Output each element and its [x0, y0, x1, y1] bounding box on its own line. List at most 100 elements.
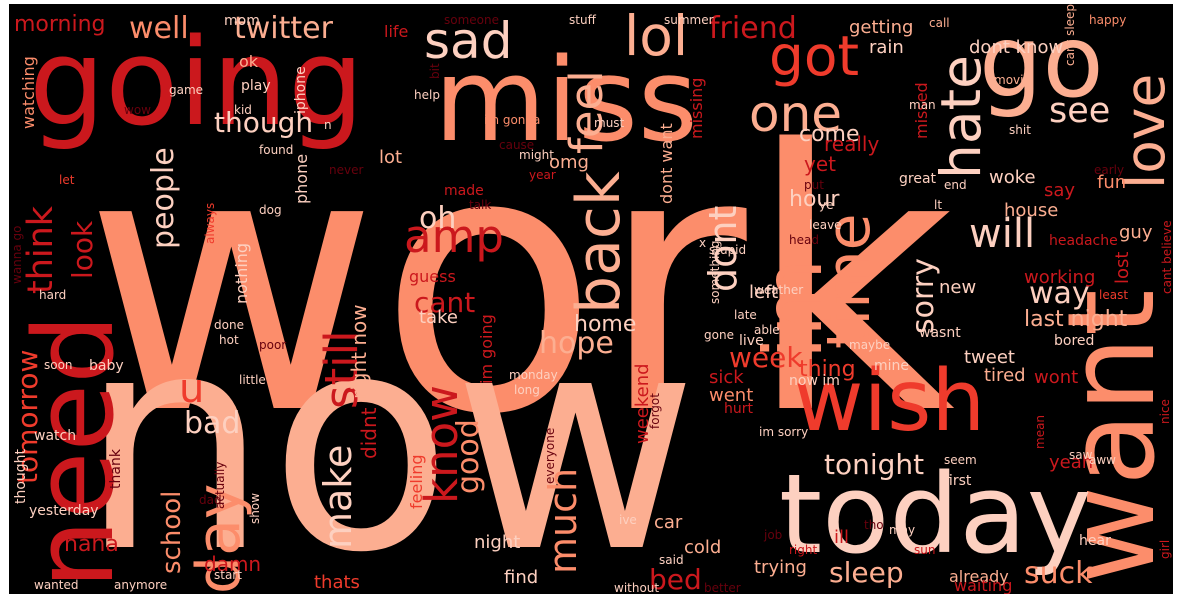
cloud-word-dog: dog [259, 203, 282, 217]
cloud-word-make: make [316, 444, 360, 549]
cloud-word-see: see [1049, 91, 1111, 131]
cloud-word-found: found [259, 143, 294, 157]
cloud-word-will: will [969, 211, 1036, 257]
cloud-word-least: least [1099, 288, 1129, 302]
cloud-word-ye: ye [819, 198, 834, 212]
cloud-word-cold: cold [684, 537, 722, 558]
cloud-word-guess: guess [409, 267, 456, 286]
cloud-word-sun: sun [914, 543, 936, 557]
cloud-word-monday: monday [509, 368, 558, 382]
cloud-word-must: must [594, 116, 625, 130]
cloud-word-bored: bored [1054, 333, 1095, 349]
cloud-word-morning: morning [14, 12, 106, 37]
cloud-word-n: n [324, 118, 332, 132]
cloud-word-help: help [414, 88, 440, 102]
cloud-word-little: little [239, 373, 266, 387]
cloud-word-iphone: iphone [293, 66, 309, 114]
cloud-word-week: week [729, 341, 803, 374]
cloud-word-right: right [789, 543, 818, 557]
cloud-word-maybe: maybe [849, 338, 891, 352]
cloud-word-cause: cause [499, 138, 535, 152]
cloud-word-early: early [1094, 163, 1125, 177]
cloud-word-wasnt: wasnt [919, 325, 961, 341]
cloud-word-yeah: yeah [1049, 452, 1094, 473]
cloud-word-tho: tho [864, 518, 884, 532]
cloud-word-let: let [59, 173, 75, 187]
cloud-word-movie: movie [994, 73, 1031, 87]
cloud-word-find: find [504, 567, 539, 588]
cloud-word-play: play [241, 78, 271, 94]
cloud-word-mean: mean [1033, 414, 1047, 449]
cloud-word-dad: dad [199, 493, 222, 507]
cloud-word-getting: getting [849, 17, 914, 38]
cloud-word-hot: hot [219, 333, 239, 347]
cloud-word-love: love [1113, 73, 1173, 189]
cloud-word-may: may [889, 523, 916, 537]
cloud-word-anymore: anymore [114, 578, 168, 592]
cloud-word-everyone: everyone [543, 427, 557, 484]
cloud-word-made: made [444, 183, 484, 199]
cloud-word-im-gonna: im gonna [484, 113, 541, 127]
cloud-word-im-sorry: im sorry [759, 425, 809, 439]
cloud-word-oh: oh [419, 201, 457, 236]
cloud-word-last-night: last night [1024, 307, 1128, 332]
cloud-word-watching: watching [19, 56, 38, 129]
cloud-word-girl: girl [1158, 539, 1172, 559]
cloud-word-year: year [529, 168, 556, 182]
cloud-word-look: look [66, 220, 99, 279]
cloud-word-u: u [179, 366, 205, 412]
cloud-word-show: show [248, 492, 262, 524]
cloud-word-miss: miss [434, 34, 698, 168]
cloud-word-ive: ive [619, 513, 637, 527]
cloud-word-wanna-go: wanna go [10, 225, 24, 284]
cloud-word-saw: saw [1069, 448, 1093, 462]
cloud-word-tired: tired [984, 365, 1026, 386]
cloud-word-call: call [929, 16, 950, 30]
word-cloud: work now going miss go want today wish need im tim… [9, 4, 1173, 594]
cloud-word-omg: omg [549, 152, 589, 173]
cloud-word-always: always [203, 202, 217, 244]
cloud-word-amp: amp [404, 210, 504, 263]
cloud-word-twitter: twitter [234, 11, 333, 46]
cloud-word-though: though [214, 106, 314, 139]
cloud-word-bed: bed [649, 563, 702, 594]
cloud-word-x: x [699, 236, 707, 250]
cloud-word-without: without [614, 581, 660, 594]
cloud-word-time: time [814, 213, 884, 349]
cloud-word-guy: guy [1119, 222, 1153, 243]
cloud-word-shit: shit [1009, 123, 1031, 137]
cloud-word-people: people [146, 147, 181, 249]
cloud-word-friend: friend [709, 11, 797, 46]
cloud-word-well: well [129, 11, 189, 46]
cloud-word-happy: happy [1089, 13, 1127, 27]
cloud-word-head: head [789, 233, 819, 247]
cloud-word-end: end [944, 178, 967, 192]
cloud-word-thats: thats [314, 572, 360, 593]
cloud-word-something: something [708, 240, 722, 304]
cloud-word-live: live [739, 333, 764, 349]
cloud-word-really: really [824, 132, 880, 156]
cloud-word-left: left [749, 282, 779, 303]
cloud-word-late: late [734, 308, 757, 322]
cloud-word-wanted: wanted [34, 578, 79, 592]
cloud-word-thank: thank [108, 449, 124, 489]
cloud-word-life: life [384, 22, 409, 41]
cloud-word-baby: baby [89, 358, 124, 374]
cloud-word-go: go [979, 4, 1104, 120]
cloud-word-cant: cant [414, 286, 476, 319]
cloud-word-actually: actually [213, 461, 227, 509]
cloud-word-stupid: stupid [709, 243, 747, 257]
cloud-word-talk: talk [469, 198, 492, 212]
cloud-word-sick: sick [709, 367, 744, 388]
cloud-word-thing: thing [799, 357, 856, 382]
cloud-word-summer: summer [664, 13, 714, 27]
cloud-word-dont-want: dont want [657, 123, 676, 204]
cloud-word-ok: ok [239, 52, 259, 71]
cloud-word-lt: lt [934, 198, 943, 212]
cloud-word-game: game [169, 83, 204, 97]
cloud-word-first: first [944, 473, 972, 489]
cloud-word-nothing: nothing [232, 242, 251, 304]
cloud-word-now-im: now im [789, 373, 840, 389]
cloud-word-kid: kid [234, 103, 252, 117]
cloud-word-someone: someone [444, 13, 499, 27]
